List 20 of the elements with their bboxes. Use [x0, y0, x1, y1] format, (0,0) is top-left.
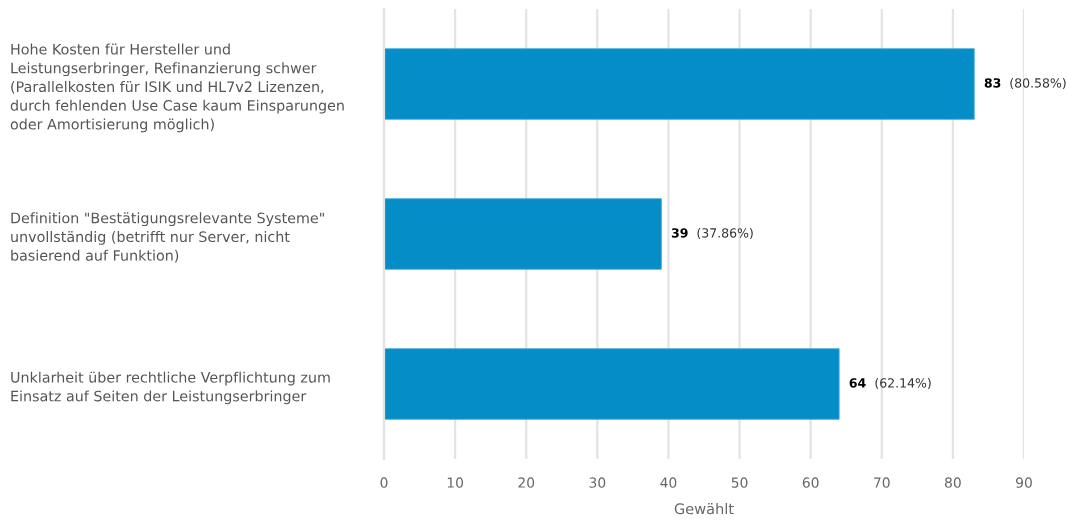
x-tick-label: 30 [589, 477, 606, 488]
x-tick-label: 80 [944, 477, 961, 488]
data-label: 83 (80.58%) [984, 77, 1066, 90]
data-label: 39 (37.86%) [671, 227, 753, 240]
bar [384, 198, 662, 270]
x-tick-label: 70 [874, 477, 890, 488]
bar [384, 48, 975, 120]
x-tick-label: 10 [447, 477, 464, 488]
bar [384, 348, 840, 420]
x-tick-label: 50 [731, 477, 748, 488]
x-tick-label: 60 [802, 477, 819, 488]
x-tick-label: 20 [518, 477, 535, 488]
y-tick-label: Definition "Bestätigungsrelevante Systeme" unvollständig (betrifft nur Server, nicht basierend auf Funktion) [11, 212, 324, 263]
x-tick-label: 40 [660, 477, 677, 488]
data-label: 64 (62.14%) [849, 377, 931, 390]
x-tick-label: 0 [380, 477, 388, 488]
y-tick-label: Unklarheit über rechtliche Verpflichtung zum Einsatz auf Seiten der Leistungserbringer [11, 371, 330, 405]
x-axis-title: Gewählt [674, 503, 734, 515]
y-tick-label: Hohe Kosten für Hersteller und Leistungserbringer, Refinanzierung schwer (Parallelkosten für ISIK und HL7v2 Lizenzen, durch fehlenden Use Case kaum Einsparungen oder Amortisierung möglich) [10, 43, 344, 133]
x-tick-label: 90 [1016, 477, 1032, 488]
